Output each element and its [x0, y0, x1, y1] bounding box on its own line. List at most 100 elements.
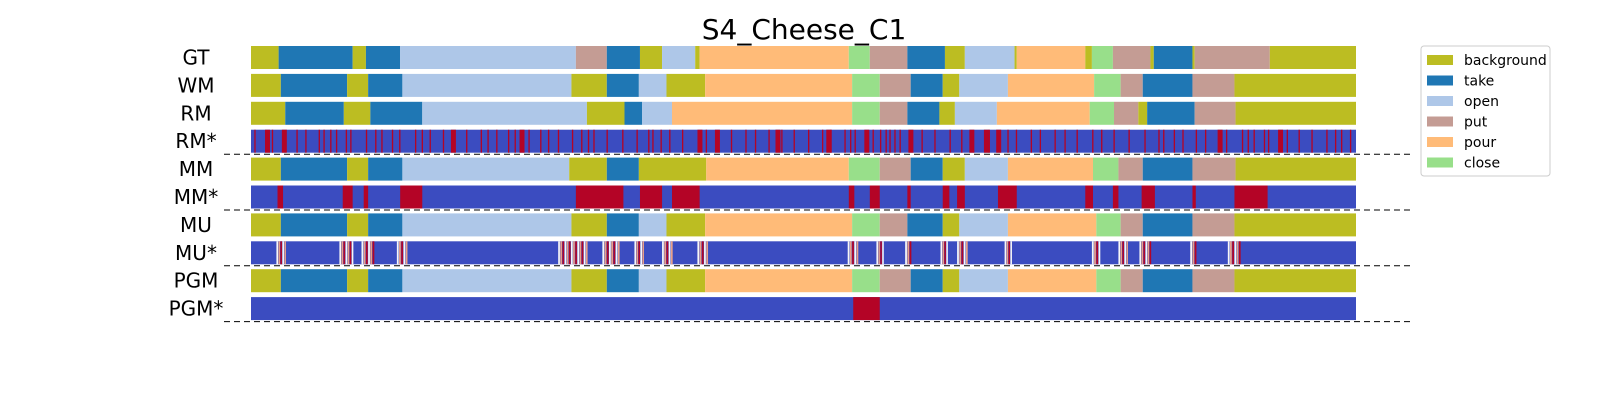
uncertainty-stripe: [581, 241, 584, 265]
uncertainty-stripe: [1008, 241, 1011, 265]
error-tick: [949, 129, 951, 153]
uncertainty-stripe: [585, 241, 588, 265]
error-tick: [271, 129, 274, 153]
uncertainty-stripe: [1141, 241, 1144, 265]
row-wm: [251, 73, 1356, 97]
segment-background: [1235, 157, 1356, 181]
segment-close: [852, 101, 880, 125]
segment-put: [1118, 157, 1143, 181]
uncertainty-stripe: [706, 241, 709, 265]
error-tick: [480, 129, 483, 153]
error-span: [907, 185, 911, 209]
error-tick: [1030, 129, 1033, 153]
error-tick: [557, 129, 560, 153]
uncertainty-stripe: [668, 241, 671, 265]
uncertainty-stripe: [847, 241, 850, 265]
error-tick: [660, 129, 662, 153]
error-tick: [1225, 129, 1228, 153]
error-tick: [988, 129, 990, 153]
error-span: [1234, 185, 1268, 209]
segment-background: [586, 101, 625, 125]
error-tick: [1163, 129, 1165, 153]
error-span: [942, 185, 950, 209]
segment-take: [907, 101, 940, 125]
segment-open: [959, 73, 1008, 97]
uncertainty-stripe: [615, 241, 618, 265]
error-tick: [345, 129, 348, 153]
error-tick: [414, 129, 417, 153]
error-tick: [1340, 129, 1343, 153]
error-tick: [450, 129, 456, 153]
error-tick: [681, 129, 684, 153]
error-tick: [466, 129, 468, 153]
error-span: [997, 185, 1017, 209]
error-tick: [350, 129, 352, 153]
uncertainty-stripe: [365, 241, 368, 265]
error-tick: [983, 129, 989, 153]
uncertainty-stripe: [1126, 241, 1128, 265]
uncertainty-stripe: [602, 241, 605, 265]
segment-take: [280, 73, 348, 97]
legend-frame: [1420, 45, 1551, 177]
segment-background: [251, 73, 281, 97]
uncertainty-stripe: [963, 241, 966, 265]
segment-pour: [705, 73, 853, 97]
segment-open: [638, 73, 667, 97]
uncertainty-stripe: [959, 241, 962, 265]
segment-take: [910, 73, 943, 97]
uncertainty-stripe: [363, 241, 366, 265]
segment-pour: [699, 46, 849, 69]
uncertainty-stripe: [577, 241, 580, 265]
uncertainty-stripe: [666, 241, 669, 265]
uncertainty-stripe: [1147, 241, 1150, 265]
error-tick: [421, 129, 424, 153]
segment-take: [368, 157, 403, 181]
error-tick: [1144, 129, 1146, 153]
uncertainty-stripe: [699, 241, 702, 265]
error-tick: [754, 129, 757, 153]
chart-title: S4_Cheese_C1: [702, 13, 907, 46]
segment-background: [639, 46, 663, 69]
error-tick: [826, 129, 832, 153]
segment-put: [879, 101, 908, 125]
segment-take: [1142, 157, 1193, 181]
uncertainty-stripe: [280, 241, 282, 265]
error-tick: [934, 129, 936, 153]
segment-take: [910, 157, 943, 181]
error-tick: [1349, 129, 1352, 153]
segment-background: [1138, 101, 1148, 125]
row-label-rm-star: RM*: [175, 129, 216, 153]
error-span: [1141, 185, 1155, 209]
row-mu: [251, 213, 1356, 237]
uncertainty-stripe: [284, 241, 286, 265]
segment-background: [569, 157, 607, 181]
error-tick: [1253, 129, 1255, 153]
uncertainty-stripe: [566, 241, 569, 265]
error-tick: [872, 129, 874, 153]
segment-pour: [705, 269, 853, 293]
uncertainty-stripe: [965, 241, 968, 265]
error-tick: [593, 129, 595, 153]
uncertainty-stripe: [349, 241, 352, 265]
row-pgm: [251, 269, 1356, 293]
uncertainty-stripe: [640, 241, 642, 265]
segment-take: [368, 213, 403, 237]
error-span: [277, 185, 284, 209]
segment-take: [1142, 213, 1193, 237]
segment-put: [879, 157, 911, 181]
error-tick: [1054, 129, 1056, 153]
segment-background: [347, 269, 369, 293]
segment-close: [852, 213, 880, 237]
uncertainty-stripe: [662, 241, 664, 265]
error-tick: [1267, 129, 1270, 153]
segment-background: [1234, 269, 1356, 293]
uncertainty-stripe: [944, 241, 946, 265]
segment-put: [575, 46, 607, 69]
error-tick: [375, 129, 377, 153]
rows: [251, 46, 1356, 321]
error-tick: [969, 129, 975, 153]
row-label-mm-star: MM*: [174, 185, 219, 209]
uncertainty-stripe: [1236, 241, 1239, 265]
uncertainty-stripe: [347, 241, 350, 265]
